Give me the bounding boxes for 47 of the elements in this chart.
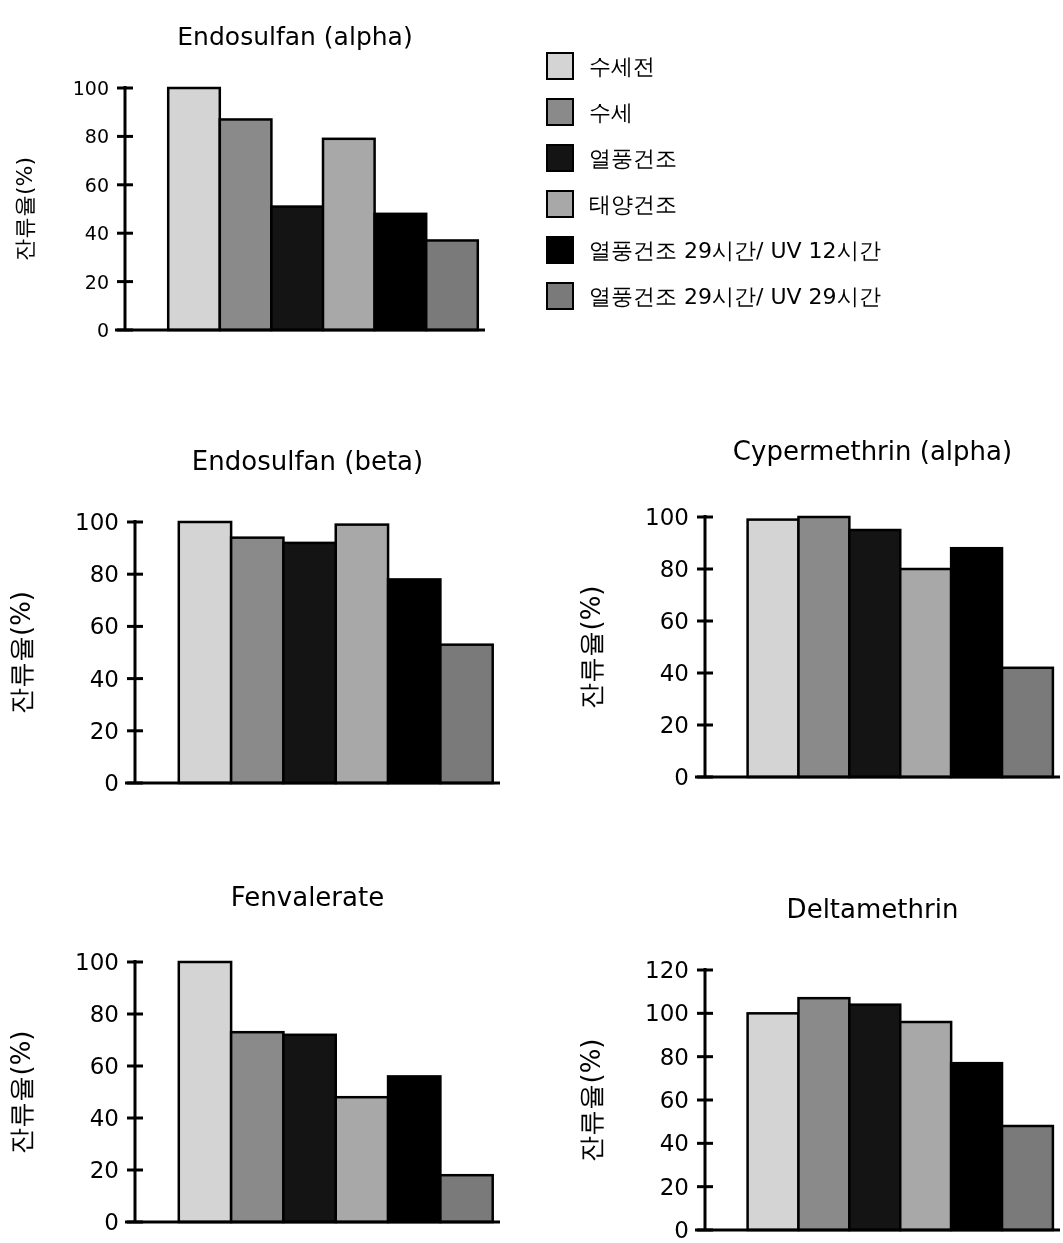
chart-title: Endosulfan (beta) (191, 446, 424, 476)
legend-label: 열풍건조 (589, 145, 677, 171)
y-tick-label: 20 (89, 717, 119, 744)
y-tick-label: 0 (104, 770, 119, 796)
y-tick-label: 100 (72, 77, 109, 99)
y-tick-label: 60 (659, 608, 689, 634)
y-tick-label: 80 (659, 1043, 689, 1070)
legend-label: 열풍건조 29시간/ UV 29시간 (589, 283, 881, 309)
y-axis-title: 잔류율(%) (6, 591, 36, 714)
y-tick-label: 80 (84, 125, 109, 148)
y-axis-title: 잔류율(%) (6, 1030, 36, 1154)
legend-label: 수세전 (589, 53, 655, 79)
chart-title: Deltamethrin (786, 894, 959, 924)
y-tick-label: 40 (659, 1130, 689, 1157)
y-tick-label: 40 (84, 222, 109, 245)
y-tick-label: 0 (674, 764, 689, 790)
y-tick-label: 120 (645, 957, 689, 983)
legend-label: 열풍건조 29시간/ UV 12시간 (589, 237, 881, 263)
y-tick-label: 60 (84, 173, 109, 196)
y-tick-label: 60 (89, 613, 119, 640)
y-tick-label: 100 (645, 504, 689, 530)
y-tick-label: 100 (645, 1000, 689, 1027)
y-tick-label: 60 (659, 1087, 689, 1113)
y-tick-label: 20 (659, 1173, 689, 1200)
y-tick-label: 0 (104, 1209, 119, 1235)
chart-title: Endosulfan (alpha) (177, 22, 413, 51)
y-tick-label: 80 (659, 556, 689, 582)
y-tick-label: 80 (89, 561, 119, 588)
y-tick-label: 20 (89, 1157, 119, 1183)
y-tick-label: 0 (96, 319, 109, 341)
chart-title: Fenvalerate (230, 882, 385, 912)
y-axis-title: 잔류율(%) (576, 585, 606, 709)
y-axis-title: 잔류율(%) (576, 1038, 606, 1162)
y-tick-label: 40 (659, 660, 689, 686)
y-tick-label: 100 (75, 949, 119, 975)
y-tick-label: 100 (75, 509, 119, 535)
y-tick-label: 80 (89, 1001, 119, 1027)
legend-label: 태양건조 (589, 191, 677, 217)
y-tick-label: 60 (89, 1053, 119, 1079)
chart-title: Cypermethrin (alpha) (732, 436, 1013, 466)
legend-label: 수세 (589, 99, 633, 125)
y-tick-label: 20 (84, 270, 109, 293)
y-axis-title: 잔류율(%) (12, 156, 37, 262)
y-tick-label: 40 (89, 1105, 119, 1131)
y-tick-label: 40 (89, 665, 119, 692)
y-tick-label: 0 (674, 1217, 689, 1243)
y-tick-label: 20 (659, 712, 689, 738)
